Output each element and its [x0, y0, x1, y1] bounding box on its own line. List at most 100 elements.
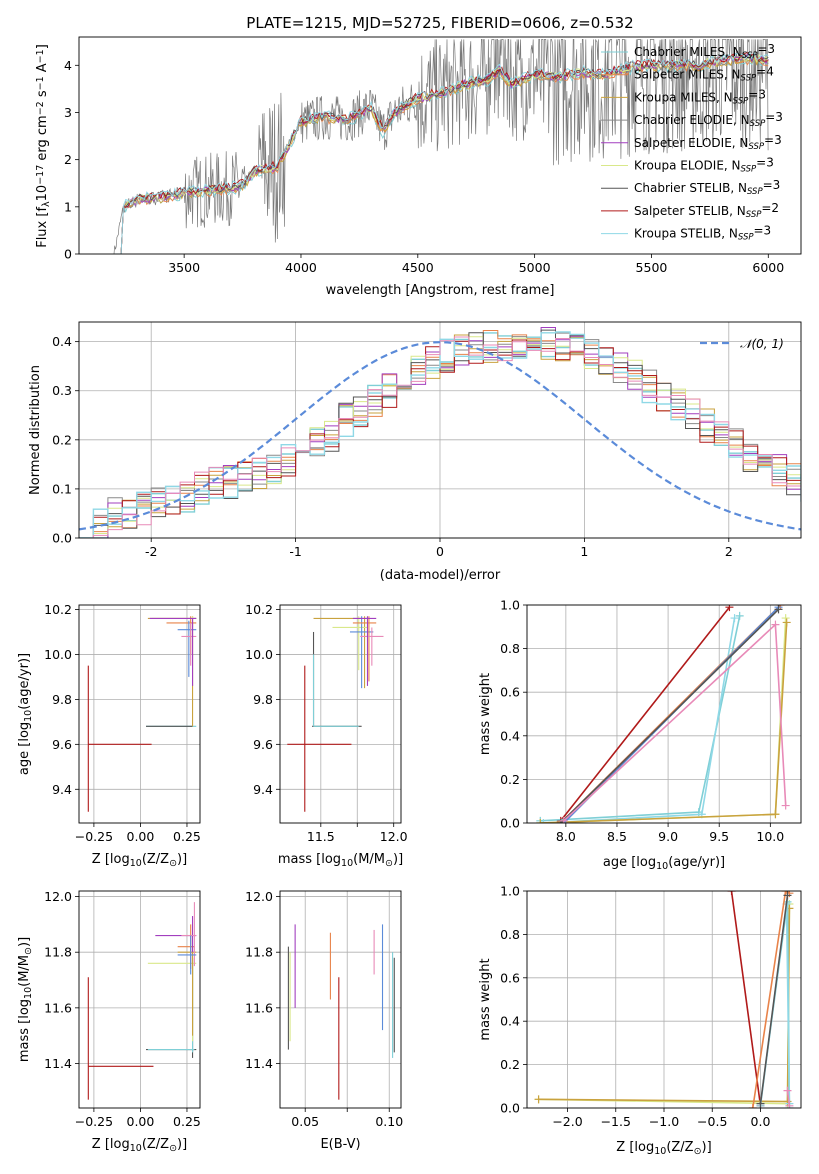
mass-weight-line: [759, 895, 789, 1104]
histogram-series: [79, 336, 801, 538]
y-tick-label: 12.0: [245, 889, 273, 904]
y-axis-label: mass weight: [478, 673, 493, 755]
mass-vs-metallicity-panel: −0.25 0.00 0.25 11.4 11.6 11.8 12.0 Z [log10(Z/…: [17, 889, 201, 1153]
x-tick-label: −0.25: [75, 829, 113, 844]
y-axis-label: Normed distribution: [28, 365, 43, 495]
mass-weight-marker: [725, 605, 734, 612]
y-tick-label: 0.2: [500, 1057, 520, 1072]
y-tick-label: 10.0: [44, 647, 72, 662]
x-axis-label: mass [log10(M/M⊙)]: [278, 852, 403, 869]
y-tick-label: 11.8: [44, 945, 72, 960]
weight-vs-metallicity-panel: −2.0 −1.5 −1.0 −0.5 0.0 0.0 0.2 0.4 0.6 0.8 1.0 Z […: [478, 884, 802, 1157]
y-tick-label: 11.6: [245, 1000, 273, 1015]
x-tick-label: -2: [145, 544, 157, 559]
axes-frame: [279, 890, 402, 1109]
model-spectrum-line: [114, 52, 769, 254]
histogram-series: [79, 329, 801, 538]
axes-frame: [78, 604, 201, 824]
histogram-series: [79, 331, 801, 538]
legend-label: Chabrier MILES, NSSP=3: [634, 42, 775, 61]
plot-area: [287, 616, 384, 812]
x-tick-label: −1.0: [649, 1114, 679, 1129]
x-tick-label: 10.0: [756, 829, 784, 844]
histogram-series: [79, 332, 801, 538]
mass-weight-marker: [735, 611, 744, 620]
y-axis-label: mass weight: [478, 958, 493, 1040]
legend-label: 𝒩(0, 1): [740, 337, 784, 351]
chart-title: PLATE=1215, MJD=52725, FIBERID=0606, z=0…: [246, 14, 633, 32]
y-tick-label: 0.8: [500, 927, 520, 942]
axes-frame: [526, 604, 802, 824]
plot-area: [87, 616, 197, 812]
y-tick-label: 0.4: [52, 334, 72, 349]
x-tick-label: 0.00: [127, 1114, 155, 1129]
y-tick-label: 4: [64, 58, 72, 73]
y-tick-label: 9.4: [52, 782, 72, 797]
mass-weight-marker: [781, 801, 790, 810]
axes-frame: [279, 604, 402, 824]
plot-area: [536, 605, 791, 823]
x-tick-label: 12.0: [380, 829, 408, 844]
y-tick-label: 0.2: [500, 772, 520, 787]
histogram-series: [79, 339, 801, 538]
y-axis-label: mass [log10(M/M⊙)]: [17, 937, 34, 1062]
x-tick-label: 0: [436, 544, 444, 559]
x-tick-label: 4000: [285, 260, 317, 275]
y-tick-label: 11.6: [44, 1000, 72, 1015]
legend-label: Salpeter MILES, NSSP=4: [634, 65, 774, 84]
observed-spectrum: [113, 38, 769, 254]
mass-weight-marker: [748, 1104, 757, 1108]
x-axis-label: age [log10(age/yr)]: [603, 855, 725, 872]
x-axis-label: Z [log10(Z/Z⊙)]: [92, 1137, 187, 1154]
mass-weight-marker: [559, 816, 568, 823]
mass-weight-line: [752, 891, 790, 1108]
age-vs-mass-panel: 11.5 12.0 9.4 9.6 9.8 10.0 10.2 mass [log10(M/M…: [245, 602, 408, 869]
histogram-series: [79, 336, 801, 538]
x-tick-label: 0.25: [173, 829, 201, 844]
model-spectrum-line: [114, 51, 769, 254]
y-axis-label: Flux [fλ10−17 erg cm−2 s−1 A−1]: [35, 44, 52, 248]
mass-weight-marker: [782, 618, 791, 627]
y-tick-label: 9.6: [253, 737, 273, 752]
y-tick-label: 0: [64, 247, 72, 262]
y-tick-label: 10.2: [44, 602, 72, 617]
legend-label: Chabrier ELODIE, NSSP=3: [634, 110, 783, 129]
x-tick-label: 11.5: [307, 829, 335, 844]
x-tick-label: 0.00: [127, 829, 155, 844]
legend-label: Salpeter STELIB, NSSP=2: [634, 201, 779, 220]
x-axis-label: wavelength [Angstrom, rest frame]: [326, 283, 555, 298]
mass-weight-marker: [771, 620, 780, 629]
mass-weight-marker: [785, 1101, 794, 1108]
spectrum-panel: 3500 4000 4500 5000 5500 6000 0 1 2 3 4 PLATE=1215,…: [35, 14, 802, 298]
mass-weight-line: [560, 606, 731, 822]
legend-label: Chabrier STELIB, NSSP=3: [634, 178, 780, 197]
model-spectrum-line: [114, 53, 769, 254]
x-tick-label: 8.0: [556, 829, 576, 844]
x-tick-label: 9.0: [658, 829, 678, 844]
x-axis-label: Z [log10(Z/Z⊙)]: [92, 852, 187, 869]
x-axis-label: (data-model)/error: [380, 568, 501, 583]
mass-weight-marker: [727, 891, 736, 895]
mass-weight-line: [540, 615, 741, 822]
mass-weight-marker: [783, 1086, 792, 1095]
y-tick-label: 0.0: [500, 816, 520, 831]
x-axis-label: E(B-V): [320, 1137, 360, 1152]
y-tick-label: 11.4: [44, 1056, 72, 1071]
y-tick-label: 1: [64, 199, 72, 214]
y-tick-label: 0.4: [500, 1014, 520, 1029]
y-tick-label: 11.8: [245, 945, 273, 960]
y-tick-label: 2: [64, 152, 72, 167]
y-tick-label: 0.0: [500, 1101, 520, 1116]
x-tick-label: −1.5: [601, 1114, 631, 1129]
residual-panel: -2 -1 0 1 2 0.0 0.1 0.2 0.3 0.4 (data-model)/error…: [28, 321, 802, 583]
y-tick-label: 0.2: [52, 432, 72, 447]
mass-weight-marker: [756, 1099, 765, 1108]
mass-weight-marker: [783, 891, 792, 900]
mass-weight-line: [730, 891, 762, 1106]
mass-vs-extinction-panel: 0.05 0.10 11.4 11.6 11.8 12.0 E(B-V): [245, 889, 403, 1152]
x-tick-label: 5000: [519, 260, 551, 275]
plot-area: [79, 327, 801, 538]
y-tick-label: 9.8: [52, 692, 72, 707]
x-tick-label: 5500: [636, 260, 668, 275]
axes-frame: [78, 36, 802, 255]
